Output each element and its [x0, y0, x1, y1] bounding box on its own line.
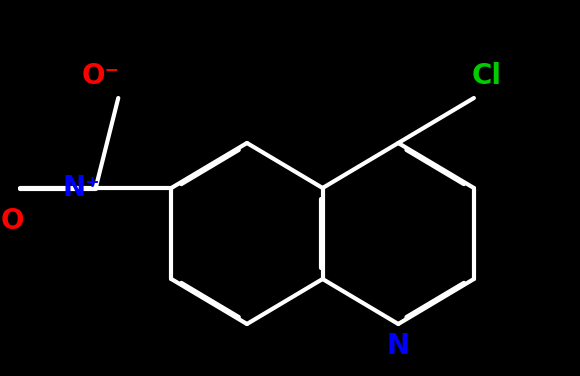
Text: O⁻: O⁻	[82, 62, 119, 90]
Text: N: N	[387, 332, 410, 360]
Text: O: O	[1, 207, 24, 235]
Text: Cl: Cl	[472, 62, 502, 90]
Text: N⁺: N⁺	[62, 174, 100, 202]
